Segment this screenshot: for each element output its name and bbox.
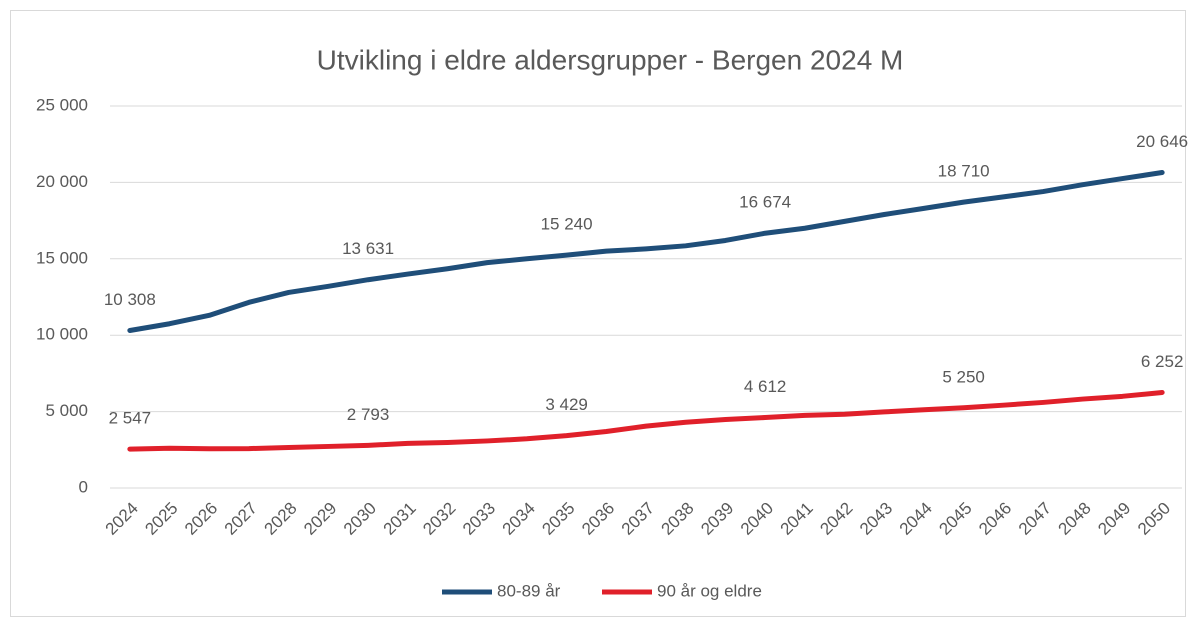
y-tick-label: 10 000 <box>36 325 88 344</box>
series-line <box>127 170 1165 333</box>
legend-label: 90 år og eldre <box>657 581 762 600</box>
y-tick-label: 25 000 <box>36 95 88 114</box>
data-label: 13 631 <box>342 239 394 258</box>
data-label: 2 793 <box>347 405 390 424</box>
data-label: 10 308 <box>104 290 156 309</box>
y-tick-label: 5 000 <box>45 401 88 420</box>
data-label: 2 547 <box>109 409 152 428</box>
data-label: 4 612 <box>744 377 787 396</box>
data-label: 16 674 <box>739 193 791 212</box>
y-tick-label: 20 000 <box>36 172 88 191</box>
series-line <box>127 389 1165 452</box>
y-tick-label: 15 000 <box>36 248 88 267</box>
data-label: 15 240 <box>541 215 593 234</box>
data-label: 3 429 <box>545 395 588 414</box>
data-label: 5 250 <box>942 367 985 386</box>
data-label: 20 646 <box>1136 132 1188 151</box>
chart-title: Utvikling i eldre aldersgrupper - Bergen… <box>317 44 904 75</box>
y-tick-label: 0 <box>79 477 88 496</box>
legend-label: 80-89 år <box>497 581 561 600</box>
data-label: 18 710 <box>938 162 990 181</box>
data-label: 6 252 <box>1141 352 1184 371</box>
